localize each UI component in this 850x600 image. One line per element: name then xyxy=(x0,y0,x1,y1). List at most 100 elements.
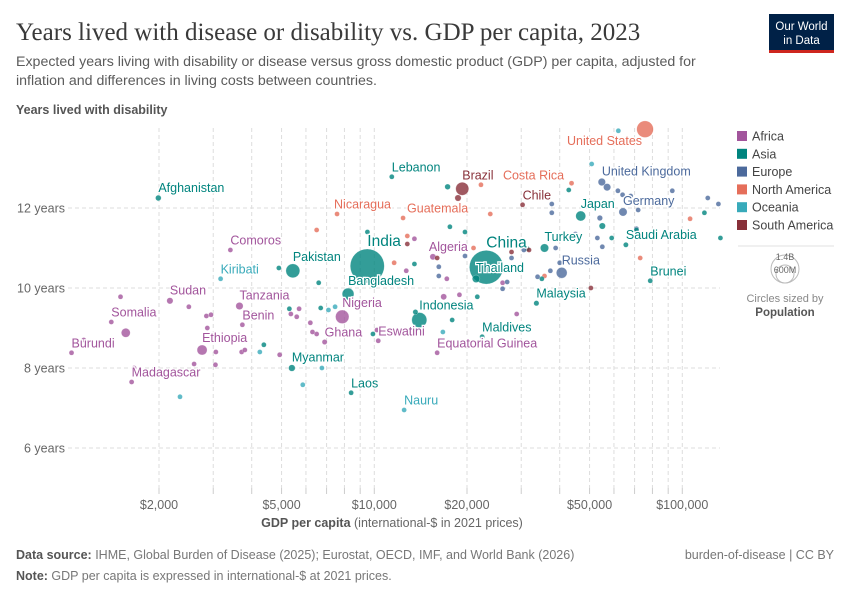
y-tick-label: 12 years xyxy=(17,202,65,216)
point-label-russia: Russia xyxy=(562,253,600,267)
point-label-nicaragua: Nicaragua xyxy=(334,198,391,212)
data-point xyxy=(556,260,563,266)
point-label-comoros: Comoros xyxy=(230,234,281,248)
size-legend-caption: Circles sized by xyxy=(746,293,824,305)
data-point xyxy=(444,276,450,282)
data-point xyxy=(391,260,397,266)
data-point xyxy=(403,268,410,274)
legend-swatch xyxy=(737,166,747,177)
data-point-somalia xyxy=(108,319,115,325)
point-label-japan: Japan xyxy=(581,197,615,211)
data-point xyxy=(208,312,214,318)
legend-item-africa[interactable]: Africa xyxy=(737,130,784,144)
data-point xyxy=(635,207,641,213)
data-point-thailand xyxy=(472,274,481,283)
data-point xyxy=(242,347,248,353)
data-source-text: IHME, Global Burden of Disease (2025); E… xyxy=(92,548,575,562)
data-point xyxy=(204,325,211,331)
data-point xyxy=(588,285,594,291)
data-point xyxy=(177,394,183,400)
legend-label: North America xyxy=(752,183,831,197)
data-point xyxy=(627,193,634,199)
owid-logo[interactable]: Our World in Data xyxy=(769,14,834,53)
point-label-bangladesh: Bangladesh xyxy=(348,274,414,288)
data-point xyxy=(669,188,676,194)
data-point xyxy=(117,294,124,300)
x-axis-label-rest: (international-$ in 2021 prices) xyxy=(351,516,523,530)
x-axis-ticks: $2,000 $5,000 $10,000 $20,000 $50,000 $100,00… xyxy=(140,488,708,512)
data-point-russia xyxy=(556,267,568,279)
legend-item-south-america[interactable]: South America xyxy=(737,219,833,233)
point-label-china: China xyxy=(486,234,527,251)
data-point xyxy=(508,255,515,261)
data-point xyxy=(526,247,532,253)
point-label-germany: Germany xyxy=(623,194,675,208)
data-point-united-kingdom xyxy=(597,178,606,186)
x-tick-label: $2,000 xyxy=(140,498,178,512)
data-point-nauru xyxy=(401,407,407,413)
data-point xyxy=(572,231,579,237)
data-point-lebanon xyxy=(389,174,395,180)
data-point xyxy=(470,245,477,251)
point-label-united-kingdom: United Kingdom xyxy=(602,164,691,178)
data-point xyxy=(404,241,411,247)
data-point xyxy=(705,195,711,201)
legend-item-asia[interactable]: Asia xyxy=(737,147,776,161)
data-point xyxy=(504,279,510,285)
data-point xyxy=(637,255,643,261)
data-point-india xyxy=(349,248,385,284)
data-point xyxy=(288,311,294,317)
data-point xyxy=(462,229,468,235)
point-label-somalia: Somalia xyxy=(111,306,156,320)
data-point-bangladesh xyxy=(341,287,355,301)
data-point xyxy=(596,214,603,222)
x-tick-label: $5,000 xyxy=(262,498,300,512)
data-point xyxy=(364,229,371,235)
license-link[interactable]: burden-of-disease | CC BY xyxy=(685,548,835,562)
data-point-sudan xyxy=(166,297,174,305)
data-point xyxy=(566,187,572,193)
legend-label: Oceania xyxy=(752,201,799,215)
data-point-kiribati xyxy=(217,276,224,282)
data-point-ghana xyxy=(321,339,328,345)
data-point xyxy=(615,188,621,194)
data-point-turkey xyxy=(540,243,549,253)
legend-item-oceania[interactable]: Oceania xyxy=(737,201,799,215)
point-label-sudan: Sudan xyxy=(170,284,206,298)
point-label-myanmar: Myanmar xyxy=(292,351,344,365)
point-label-nauru: Nauru xyxy=(404,394,438,408)
data-point xyxy=(462,253,468,259)
legend-label: Europe xyxy=(752,165,792,179)
x-tick-label: $10,000 xyxy=(352,498,397,512)
x-tick-label: $20,000 xyxy=(444,498,489,512)
data-point-brazil xyxy=(455,182,470,196)
data-point xyxy=(121,328,131,338)
point-label-lebanon: Lebanon xyxy=(392,160,441,174)
data-point xyxy=(436,273,442,279)
data-point xyxy=(191,361,197,367)
legend-label: Asia xyxy=(752,147,776,161)
y-tick-label: 8 years xyxy=(24,362,65,376)
data-point xyxy=(534,274,541,280)
data-point xyxy=(588,161,595,167)
size-legend-variable: Population xyxy=(755,307,814,319)
legend-item-europe[interactable]: Europe xyxy=(737,165,792,179)
data-point xyxy=(81,337,87,343)
data-point xyxy=(307,320,314,326)
data-point-costa-rica xyxy=(478,182,484,188)
point-label-madagascar: Madagascar xyxy=(132,365,201,379)
data-point xyxy=(687,216,693,222)
region-legend: Africa Asia Europe North America Oceania Sout… xyxy=(737,130,833,233)
data-point-eswatini xyxy=(375,338,381,344)
data-point-nicaragua xyxy=(334,211,340,217)
point-label-united-states: United States xyxy=(567,134,642,148)
legend-item-north-america[interactable]: North America xyxy=(737,183,831,197)
logo-line1: Our World xyxy=(775,21,827,33)
point-label-india: India xyxy=(367,233,401,250)
point-label-maldives: Maldives xyxy=(482,320,531,334)
data-point xyxy=(332,304,338,310)
logo-line2: in Data xyxy=(783,35,820,47)
size-legend: 1.4B 600M Circles sized by Population xyxy=(746,252,824,319)
data-point xyxy=(608,235,615,241)
